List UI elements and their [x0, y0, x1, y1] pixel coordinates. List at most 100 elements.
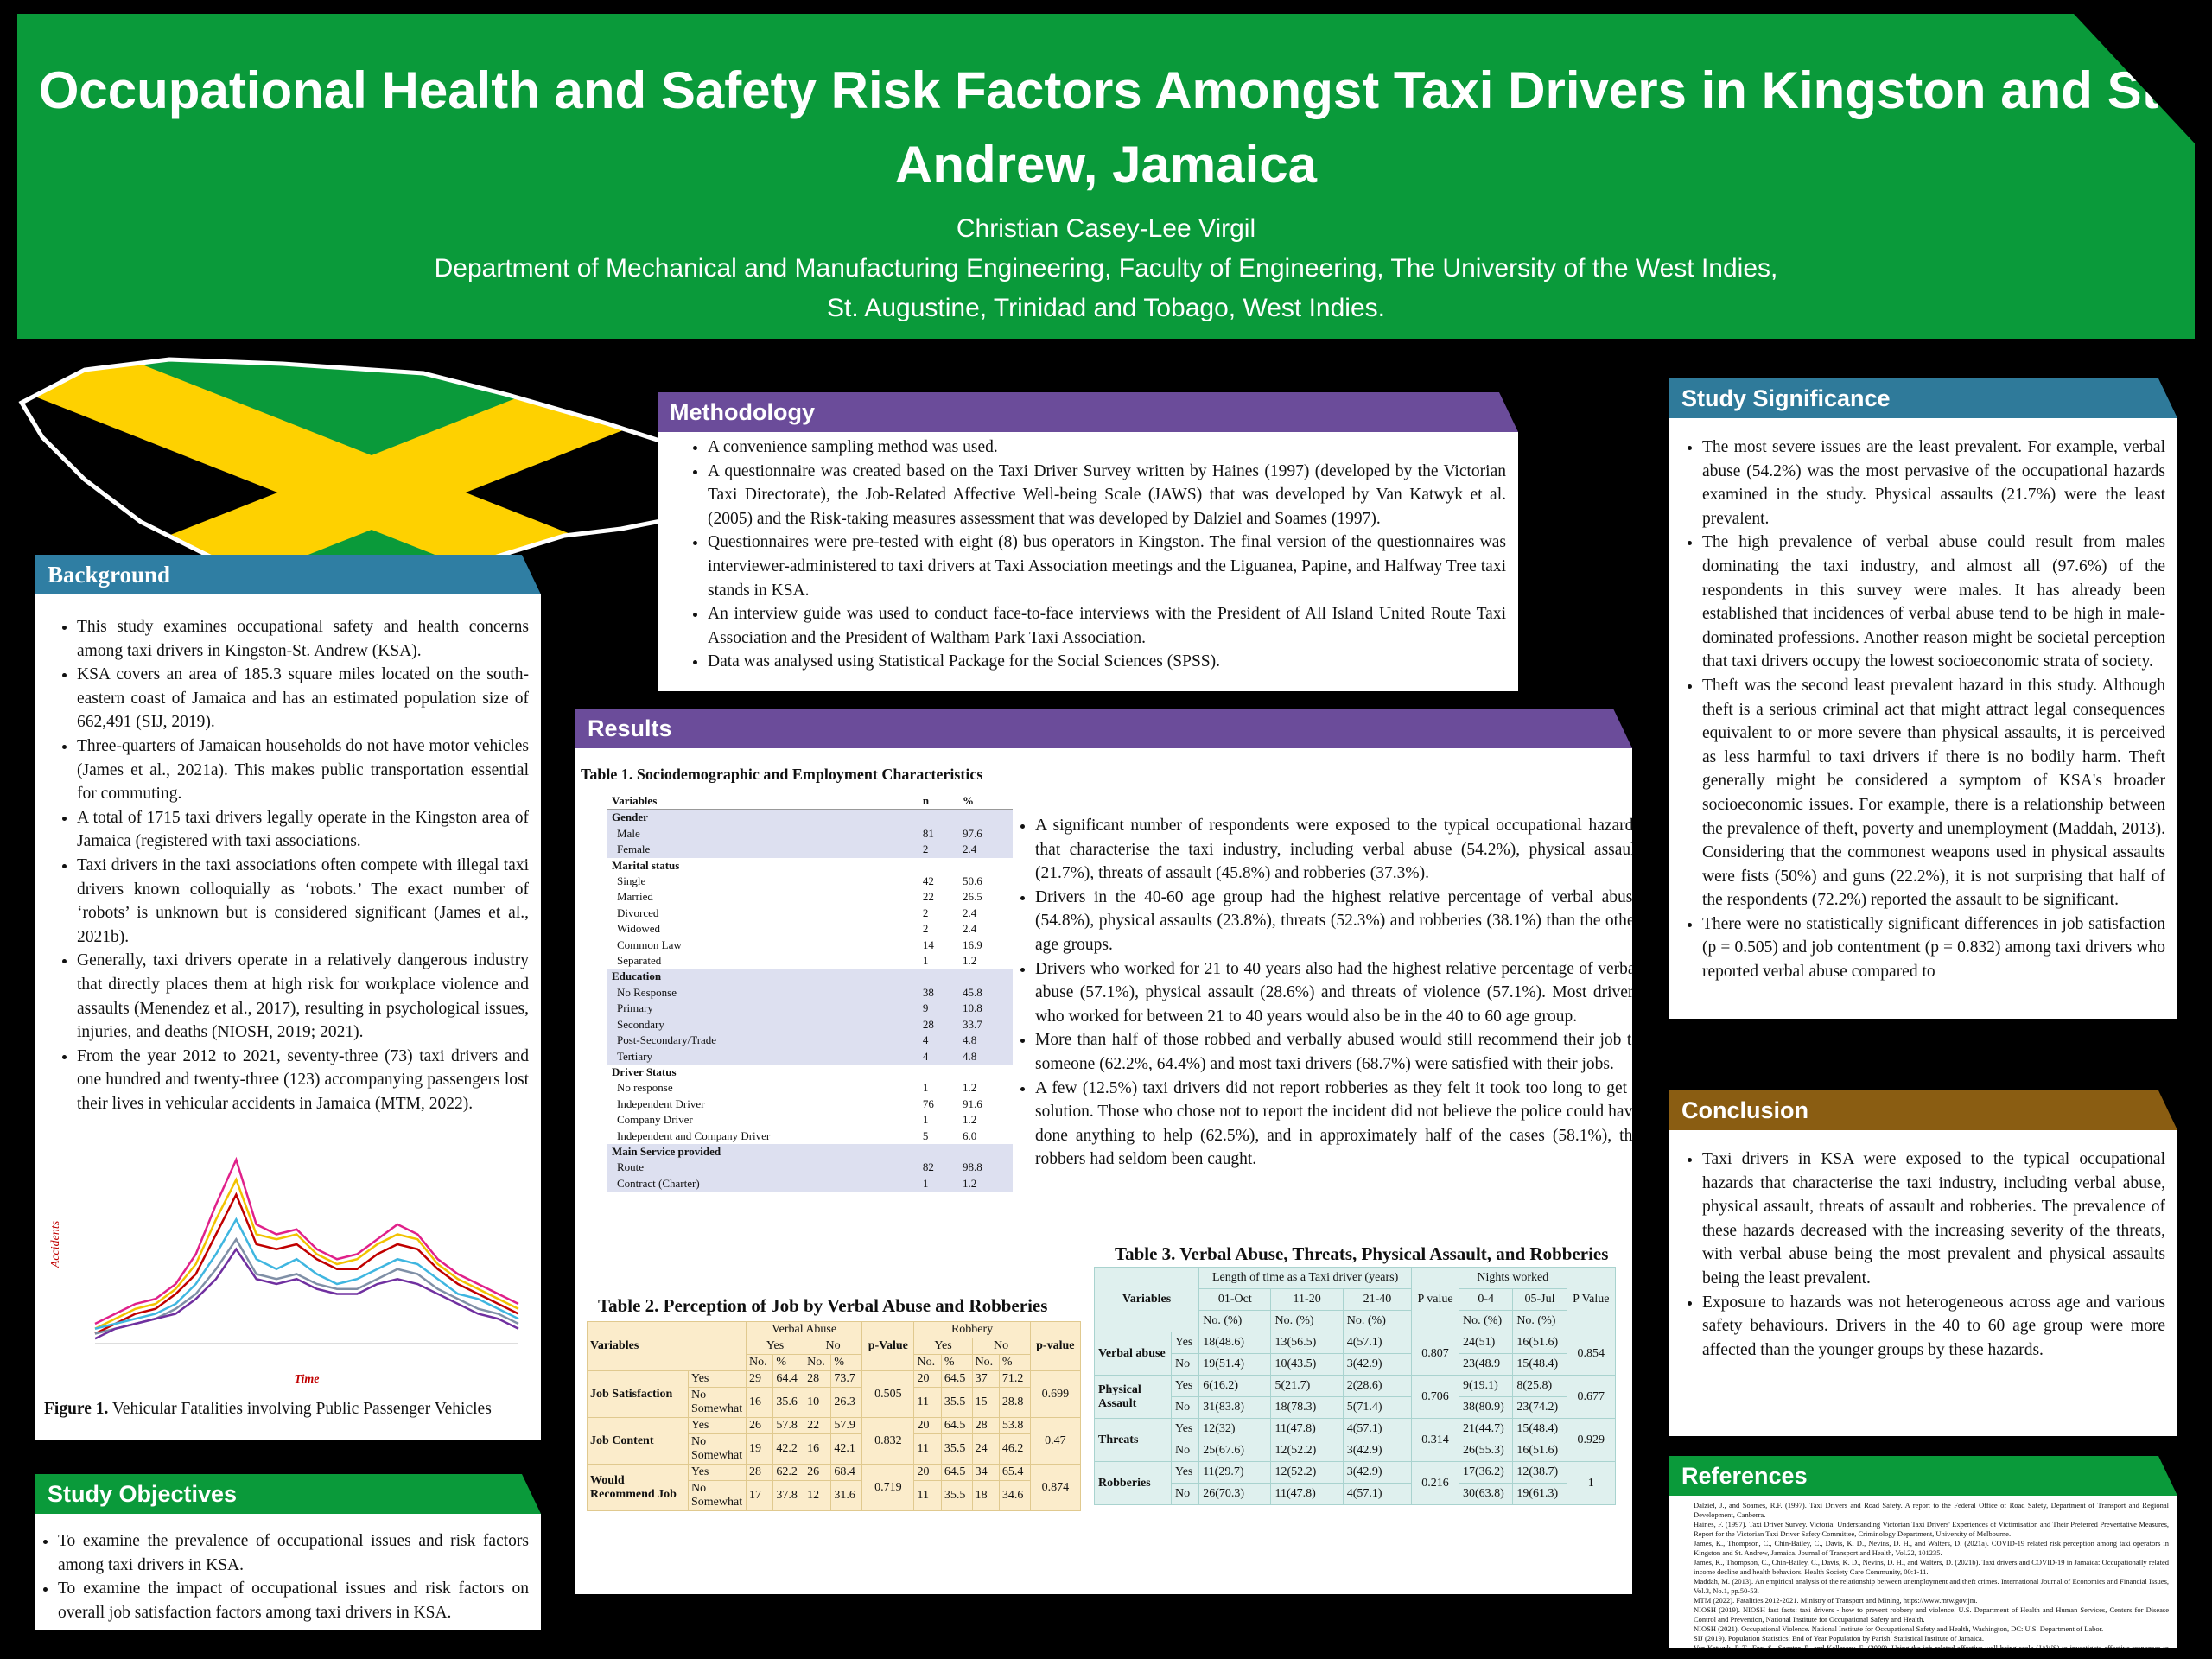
cell: 28 [804, 1370, 832, 1388]
table-row: Single 42 50.6 [607, 874, 1013, 889]
bullet: Taxi drivers in the taxi associations of… [77, 854, 529, 949]
bullet: Generally, taxi drivers operate in a rel… [77, 949, 529, 1044]
unit-cell: No. (%) [1342, 1310, 1413, 1332]
response: Yes [1170, 1332, 1200, 1354]
table-row: Job Content Yes 26 57.8 22 57.9 0.832 20 64.5 28 5… [587, 1417, 1082, 1465]
cell: 2 [917, 842, 957, 858]
header-cell: Robbery [913, 1321, 1031, 1338]
table-row: Would Recommend Job Yes 28 62.2 26 68.4 0.719 2… [587, 1464, 1082, 1511]
table-row: Divorced 2 2.4 [607, 906, 1013, 921]
cell: 15(48.4) [1512, 1418, 1567, 1440]
header-cell: 21-40 [1342, 1288, 1413, 1311]
header-cell: No. [804, 1354, 832, 1371]
cell: Single [617, 874, 646, 888]
section-heading: Marital status [612, 858, 680, 872]
cell: 6.0 [962, 1128, 977, 1142]
table-row: No Somewhat 19 42.2 16 42.1 11 35.5 24 46.2 [588, 1433, 1081, 1465]
row-label: Would Recommend Job [587, 1464, 689, 1511]
table-row: Post-Secondary/Trade 4 4.8 [607, 1033, 1013, 1049]
cell: 57.8 [772, 1417, 805, 1434]
cell: 16(51.6) [1512, 1440, 1567, 1462]
cell: 2 [922, 922, 929, 936]
header-cell: % [830, 1354, 863, 1371]
cell: 18 [971, 1480, 1000, 1511]
reference-list: Dalziel, J., and Soames, R.F. (1997). Ta… [1669, 1501, 2169, 1648]
header-cell: No [804, 1338, 863, 1355]
significance-panel: The most severe issues are the least pre… [1669, 418, 2177, 1019]
section-heading: Methodology [658, 392, 1518, 432]
cell: 11 [913, 1433, 942, 1465]
section-heading: Study Significance [1669, 378, 2177, 418]
response: No [1170, 1396, 1200, 1419]
bullet: Three-quarters of Jamaican households do… [77, 734, 529, 806]
cell: 35.5 [940, 1433, 973, 1465]
figure-caption: Figure 1. Vehicular Fatalities involving… [44, 1398, 537, 1421]
row-label: Threats [1094, 1418, 1172, 1462]
response: No Somewhat [688, 1480, 747, 1511]
header-cell: Variables [607, 793, 918, 810]
cell: 81 [917, 825, 957, 842]
unit-cell: No. (%) [1270, 1310, 1344, 1332]
cell: Primary [607, 1001, 918, 1017]
cell: 82 [917, 1160, 957, 1176]
cell: Female [607, 842, 918, 858]
cell: 2 [922, 906, 929, 919]
bullet: The high prevalence of verbal abuse coul… [1702, 531, 2165, 674]
section-heading: Main Service provided [607, 1143, 1013, 1160]
cell: 15 [971, 1387, 1000, 1418]
cell: 16(51.6) [1512, 1332, 1567, 1354]
header-cell: No. [971, 1354, 1000, 1371]
cell: 19(61.3) [1512, 1483, 1567, 1505]
section-row: Marital status [607, 858, 1013, 874]
response: Yes [1170, 1461, 1200, 1484]
cell: Contract (Charter) [607, 1175, 918, 1192]
header-cell: Yes [913, 1338, 973, 1355]
cell: 64.5 [940, 1464, 973, 1481]
cell: 17 [745, 1480, 774, 1511]
cell: 25(67.6) [1198, 1440, 1272, 1462]
p-value: 0.832 [861, 1417, 915, 1465]
table-row: Secondary 28 33.7 [607, 1016, 1013, 1033]
p-value: 0.719 [861, 1464, 915, 1511]
cell: 4.8 [957, 1048, 1013, 1065]
header-cell: Length of time as a Taxi driver (years) [1198, 1267, 1413, 1289]
cell: 64.4 [772, 1370, 805, 1388]
y-axis-label: Accidents [49, 1220, 62, 1268]
table-row: Contract (Charter) 1 1.2 [607, 1175, 1013, 1192]
cell: 35.6 [772, 1387, 805, 1418]
cell: Divorced [617, 906, 659, 919]
cell: 11(29.7) [1198, 1461, 1272, 1484]
cell: 26.5 [962, 890, 982, 904]
cell: 2(28.6) [1342, 1375, 1413, 1397]
header-cell: % [772, 1354, 805, 1371]
section-heading: Education [607, 969, 1013, 985]
cell: 34 [971, 1464, 1000, 1481]
cell: 38(80.9) [1459, 1396, 1514, 1419]
header-cell: Variables [587, 1321, 747, 1371]
cell: 30(63.8) [1459, 1483, 1514, 1505]
cell: 26(70.3) [1198, 1483, 1272, 1505]
table-title: Table 1. Sociodemographic and Employment… [581, 766, 983, 783]
cell: Widowed [617, 922, 661, 936]
cell: Post-Secondary/Trade [607, 1033, 918, 1049]
cell: 20 [913, 1417, 942, 1434]
cell: Independent and Company Driver [617, 1128, 771, 1142]
cell: 24(51) [1459, 1332, 1514, 1354]
bullet-list: This study examines occupational safety … [44, 615, 529, 1116]
table-row: Physical Assault Yes 6(16.2) 5(21.7) 2(28.6)… [1094, 1375, 1617, 1419]
row-label: Physical Assault [1094, 1375, 1172, 1419]
cell: 37.8 [772, 1480, 805, 1511]
p-value: 0.47 [1029, 1417, 1082, 1465]
table-row: Robberies Yes 11(29.7) 12(52.2) 3(42.9) 0.216… [1094, 1461, 1617, 1505]
cell: 46.2 [998, 1433, 1031, 1465]
cell: Male [607, 825, 918, 842]
cell: 19 [745, 1433, 774, 1465]
cell: 91.6 [962, 1096, 982, 1110]
cell: 8(25.8) [1512, 1375, 1567, 1397]
methodology-panel: A convenience sampling method was used.A… [658, 432, 1518, 691]
section-heading: References [1669, 1456, 2177, 1496]
bullet-list: A significant number of respondents were… [1002, 814, 1632, 1172]
bullet: KSA covers an area of 185.3 square miles… [77, 663, 529, 734]
bullet: A questionnaire was created based on the… [708, 460, 1506, 531]
